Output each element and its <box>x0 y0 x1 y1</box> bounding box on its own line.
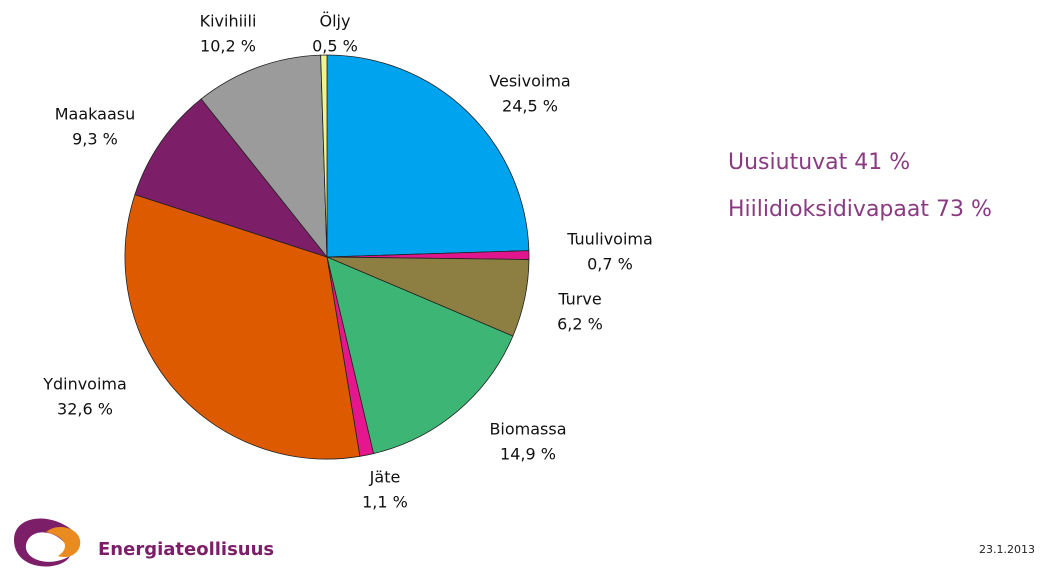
pie-slice <box>134 98 329 258</box>
slice-value-label: 32,6 % <box>57 400 113 419</box>
slice-label: Öljy <box>320 12 351 31</box>
pie-slice <box>124 194 361 460</box>
logo-swirl <box>46 526 81 558</box>
logo <box>14 518 81 567</box>
slice-value-label: 14,9 % <box>500 445 556 464</box>
slice-value-label: 24,5 % <box>502 97 558 116</box>
slice-label: Turve <box>557 290 601 309</box>
date: 23.1.2013 <box>979 543 1035 556</box>
slice-label: Tuulivoima <box>566 230 653 249</box>
slice-label: Kivihiili <box>200 12 257 31</box>
pie-slice <box>326 54 530 258</box>
slice-value-label: 9,3 % <box>72 130 118 149</box>
annotation: Uusiutuvat 41 % <box>728 150 910 175</box>
slice-label: Vesivoima <box>489 72 570 91</box>
slice-label: Biomassa <box>489 420 566 439</box>
pie-slice <box>326 256 514 455</box>
slice-label: Ydinvoima <box>42 375 127 394</box>
slice-value-label: 1,1 % <box>362 493 408 512</box>
slice-value-label: 10,2 % <box>200 37 256 56</box>
pie-slice <box>320 54 328 258</box>
slice-value-label: 6,2 % <box>557 315 603 334</box>
annotation: Hiilidioksidivapaat 73 % <box>728 197 992 222</box>
logo-text: Energiateollisuus <box>98 539 274 560</box>
pie-slice <box>200 54 328 259</box>
slice-label: Maakaasu <box>55 105 135 124</box>
slice-value-label: 0,7 % <box>587 255 633 274</box>
slice-label: Jäte <box>369 468 401 487</box>
slice-value-label: 0,5 % <box>312 37 358 56</box>
